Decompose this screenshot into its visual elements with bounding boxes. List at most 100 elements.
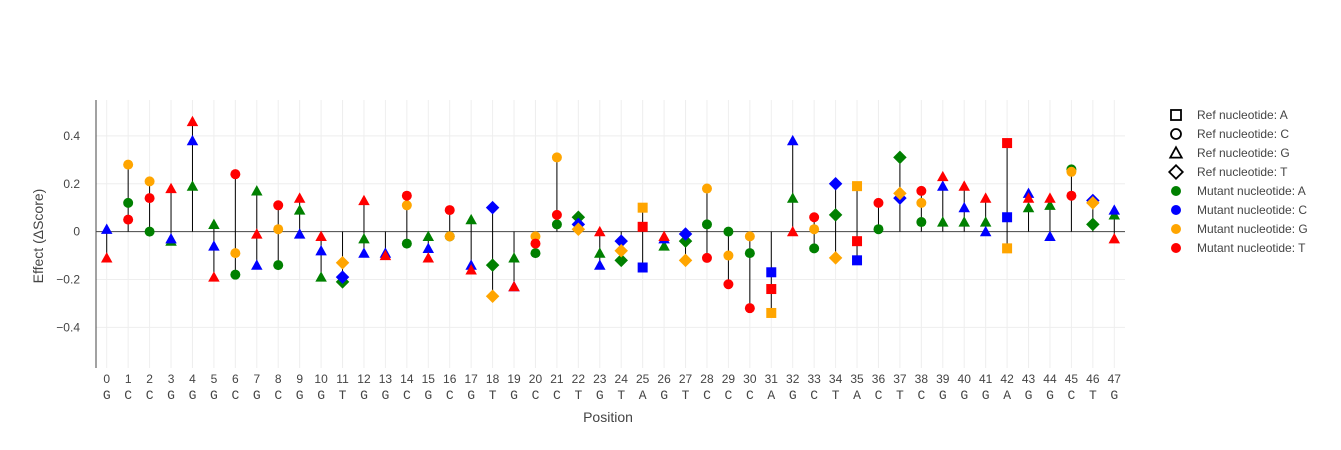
x-tick-label: 0: [103, 372, 110, 386]
marker-a-30: [744, 248, 755, 259]
x-tick-label: 30: [743, 372, 757, 386]
x-tick-label: 31: [765, 372, 779, 386]
marker-t-32: [786, 225, 799, 237]
x-tick-label: 23: [593, 372, 607, 386]
x-tick-nucleotide: G: [1025, 388, 1033, 403]
marker-a-37: [893, 150, 907, 165]
marker-a-24: [614, 253, 628, 268]
marker-t-28: [701, 252, 712, 263]
x-tick-label: 17: [464, 372, 478, 386]
x-tick-nucleotide: G: [596, 388, 604, 403]
x-tick-nucleotide: C: [875, 388, 883, 403]
marker-c-31: [766, 267, 777, 278]
marker-c-24: [614, 234, 628, 248]
x-tick-label: 34: [829, 372, 843, 386]
legend-marker-triangle-up: [1168, 145, 1184, 159]
x-tick-label: 11: [336, 372, 349, 386]
marker-g-20: [530, 231, 541, 242]
x-tick-label: 16: [443, 372, 457, 386]
x-tick-nucleotide: T: [489, 388, 497, 403]
x-tick-label: 19: [507, 372, 521, 386]
x-axis-title: Position: [583, 409, 633, 425]
x-tick-nucleotide: A: [639, 388, 647, 403]
x-tick-label: 41: [979, 372, 993, 386]
marker-c-42: [1002, 212, 1013, 223]
marker-t-31: [766, 284, 777, 295]
legend-marker-diamond: [1167, 163, 1185, 181]
x-tick-label: 47: [1108, 372, 1122, 386]
x-tick-nucleotide: T: [1089, 388, 1097, 403]
marker-a-41: [979, 216, 992, 227]
marker-c-39: [937, 180, 949, 191]
x-tick-nucleotide: G: [210, 388, 218, 403]
marker-a-9: [293, 204, 306, 215]
x-tick-label: 8: [275, 372, 282, 386]
x-tick-nucleotide: C: [725, 388, 733, 403]
marker-c-11: [335, 270, 350, 284]
x-tick-nucleotide: G: [382, 388, 390, 403]
y-tick-label: −0.2: [56, 272, 80, 286]
x-tick-nucleotide: C: [446, 388, 454, 403]
x-tick-nucleotide: C: [703, 388, 711, 403]
x-tick-nucleotide: G: [296, 388, 304, 403]
marker-g-22: [571, 222, 586, 236]
x-tick-label: 45: [1065, 372, 1079, 386]
marker-t-17: [465, 264, 477, 275]
x-tick-nucleotide: C: [532, 388, 540, 403]
x-tick-label: 27: [679, 372, 693, 386]
marker-c-3: [165, 233, 177, 244]
marker-c-34: [828, 177, 843, 191]
marker-t-23: [594, 225, 606, 237]
marker-t-1: [123, 214, 134, 225]
x-tick-nucleotide: A: [853, 388, 861, 403]
x-tick-nucleotide: C: [810, 388, 818, 403]
marker-t-2: [144, 193, 155, 204]
marker-t-42: [1002, 138, 1013, 149]
legend-marker-mutant: [1171, 243, 1181, 253]
y-axis-title: Effect (ΔScore): [30, 189, 46, 284]
markers: [100, 115, 1121, 318]
marker-t-10: [315, 230, 327, 241]
marker-g-33: [809, 224, 820, 235]
marker-c-35: [852, 255, 863, 266]
marker-g-8: [273, 224, 284, 235]
marker-g-18: [485, 289, 500, 303]
x-tick-label: 13: [379, 372, 393, 386]
x-tick-nucleotide: G: [189, 388, 197, 403]
marker-c-7: [251, 259, 263, 270]
marker-g-38: [916, 197, 927, 208]
marker-a-4: [186, 180, 199, 191]
x-tick-nucleotide: G: [103, 388, 111, 403]
marker-a-43: [1022, 201, 1035, 213]
marker-c-4: [186, 134, 199, 146]
legend-marker-mutant: [1171, 186, 1181, 196]
marker-t-5: [208, 271, 220, 282]
x-tick-nucleotide: G: [424, 388, 432, 403]
x-tick-nucleotide: A: [1003, 388, 1011, 403]
marker-g-29: [723, 250, 734, 261]
marker-c-40: [958, 201, 970, 213]
stems: [106, 121, 1115, 313]
marker-a-10: [315, 271, 327, 282]
x-tick-nucleotide: C: [146, 388, 154, 403]
x-tick-label: 21: [550, 372, 564, 386]
x-tick-nucleotide: C: [553, 388, 561, 403]
x-tick-label: 9: [296, 372, 303, 386]
x-tick-label: 44: [1043, 372, 1057, 386]
x-tick-nucleotide: T: [682, 388, 690, 403]
marker-a-26: [658, 240, 670, 251]
marker-t-33: [809, 212, 820, 223]
marker-a-17: [465, 213, 477, 225]
x-tick-label: 1: [125, 372, 132, 386]
x-tick-label: 46: [1086, 372, 1100, 386]
marker-g-6: [230, 248, 241, 259]
x-tick-label: 4: [189, 372, 196, 386]
marker-c-27: [678, 227, 693, 241]
legend-marker-circle: [1170, 128, 1182, 140]
x-tick-label: 28: [700, 372, 714, 386]
y-tick-label: 0.4: [63, 129, 80, 143]
marker-a-29: [723, 226, 734, 237]
x-tick-label: 35: [850, 372, 864, 386]
x-tick-nucleotide: C: [231, 388, 239, 403]
